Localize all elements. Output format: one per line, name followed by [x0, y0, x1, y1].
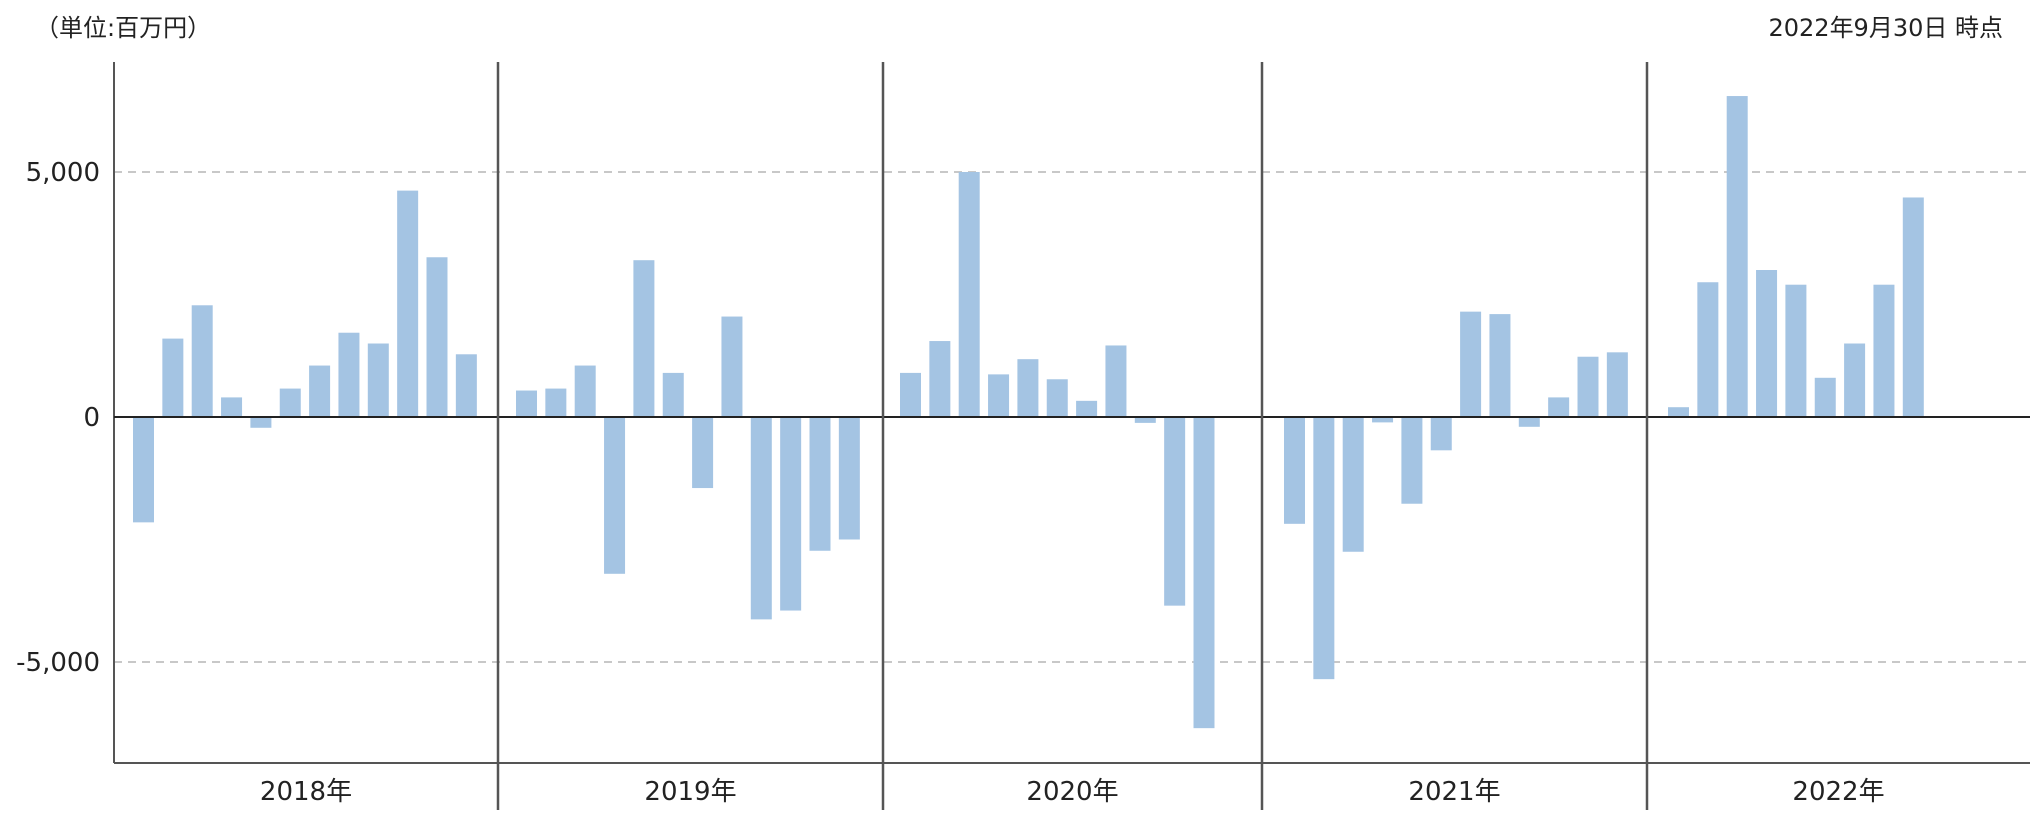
bar: [545, 388, 567, 417]
bar: [1284, 417, 1305, 524]
bar: [1076, 400, 1098, 417]
bar: [250, 417, 272, 428]
bar: [338, 332, 360, 417]
unit-label: （単位:百万円）: [35, 14, 211, 42]
x-tick-label: 2018年: [260, 777, 352, 807]
bar: [1577, 356, 1599, 417]
bar: [1342, 417, 1364, 552]
bar: [1046, 379, 1068, 417]
bar: [1193, 417, 1215, 729]
bar: [662, 372, 684, 417]
y-tick-label: 5,000: [26, 158, 100, 188]
bar: [929, 341, 951, 417]
x-tick-label: 2019年: [644, 777, 736, 807]
bar: [900, 372, 921, 417]
axis-labels: 5,000 0 -5,000 2018年 2019年 2020年 2021年 2022年: [16, 158, 1884, 807]
bar: [1668, 407, 1689, 417]
gridlines: [114, 171, 2030, 663]
x-tick-label: 2021年: [1408, 777, 1500, 807]
axes: [113, 62, 2030, 810]
bar: [1518, 417, 1540, 427]
y-tick-label: -5,000: [16, 648, 100, 678]
bar: [191, 305, 213, 417]
bar: [1844, 343, 1866, 417]
bar: [721, 316, 743, 417]
bar: [1134, 417, 1156, 423]
bar: [1697, 282, 1719, 417]
bar: [1430, 417, 1452, 451]
bar: [1489, 314, 1511, 417]
bar: [750, 417, 772, 620]
bar: [574, 365, 596, 417]
bar: [221, 397, 243, 417]
bar: [838, 417, 860, 540]
bar: [309, 365, 331, 417]
bar: [1460, 311, 1482, 417]
bar: [1372, 417, 1394, 423]
bar: [516, 390, 537, 417]
bar: [1814, 377, 1836, 417]
bar: [1548, 397, 1570, 417]
bar: [1606, 352, 1628, 417]
bar: [1726, 96, 1748, 418]
bar: [1105, 345, 1127, 417]
bar: [633, 260, 655, 417]
bar: [1785, 284, 1807, 417]
bar: [692, 417, 714, 489]
y-tick-label: 0: [83, 403, 100, 433]
bar: [988, 374, 1010, 417]
x-tick-label: 2020年: [1026, 777, 1118, 807]
bar: [1164, 417, 1186, 606]
x-tick-label: 2022年: [1792, 777, 1884, 807]
bar: [809, 417, 831, 551]
bar: [133, 417, 154, 523]
bar: [279, 388, 301, 417]
bar: [1313, 417, 1335, 680]
bar: [780, 417, 802, 611]
bar: [367, 343, 389, 417]
bars: [133, 96, 1924, 729]
bar: [455, 354, 477, 417]
bar: [1017, 359, 1039, 417]
date-label: 2022年9月30日 時点: [1768, 14, 2003, 42]
bar: [958, 172, 980, 417]
bar: [1902, 197, 1924, 417]
bar: [426, 257, 448, 417]
bar: [1873, 284, 1895, 417]
bar: [162, 338, 184, 417]
bar: [604, 417, 626, 574]
bar: [1756, 270, 1778, 417]
bar: [1401, 417, 1423, 504]
bar: [397, 190, 419, 417]
